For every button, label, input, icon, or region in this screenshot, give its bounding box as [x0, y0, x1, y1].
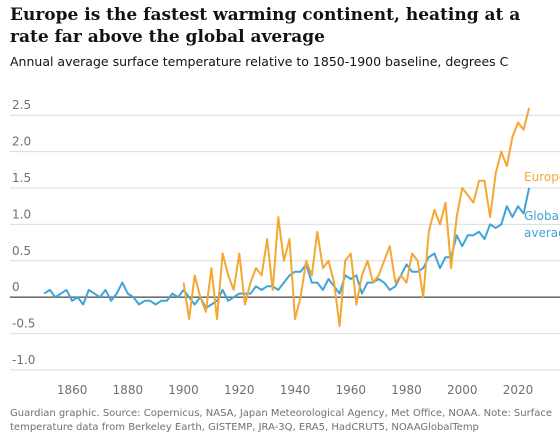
y-tick-label: 2.0 [12, 135, 31, 149]
y-tick-label: 1.5 [12, 171, 31, 185]
y-tick-label: -0.5 [12, 317, 35, 331]
x-tick-label: 2020 [503, 383, 534, 397]
chart-title: Europe is the fastest warming continent,… [10, 5, 521, 47]
x-tick-label: 1900 [168, 383, 199, 397]
x-tick-label: 1880 [113, 383, 144, 397]
series-line [43, 187, 531, 310]
y-tick-label: -1.0 [12, 353, 35, 367]
x-tick-label: 1940 [280, 383, 311, 397]
x-tick-label: 2000 [447, 383, 478, 397]
series-label: Europe [524, 170, 560, 184]
source-note: Guardian graphic. Source: Copernicus, NA… [10, 408, 552, 433]
y-tick-label: 2.5 [12, 98, 31, 112]
y-tick-label: 0.5 [12, 244, 31, 258]
y-tick-label: 1.0 [12, 207, 31, 221]
series-line [182, 107, 531, 328]
series-label: Global average [524, 209, 560, 240]
x-tick-label: 1980 [391, 383, 422, 397]
y-tick-label: 0 [12, 280, 20, 294]
x-tick-label: 1860 [57, 383, 88, 397]
x-tick-label: 1920 [224, 383, 255, 397]
x-tick-label: 1960 [336, 383, 367, 397]
chart-subtitle: Annual average surface temperature relat… [10, 54, 509, 69]
